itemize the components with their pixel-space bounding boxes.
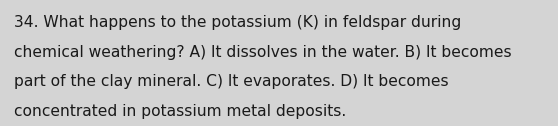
Text: chemical weathering? A) It dissolves in the water. B) It becomes: chemical weathering? A) It dissolves in …	[14, 45, 512, 60]
Text: 34. What happens to the potassium (K) in feldspar during: 34. What happens to the potassium (K) in…	[14, 15, 461, 30]
Text: concentrated in potassium metal deposits.: concentrated in potassium metal deposits…	[14, 104, 346, 119]
Text: part of the clay mineral. C) It evaporates. D) It becomes: part of the clay mineral. C) It evaporat…	[14, 74, 449, 89]
